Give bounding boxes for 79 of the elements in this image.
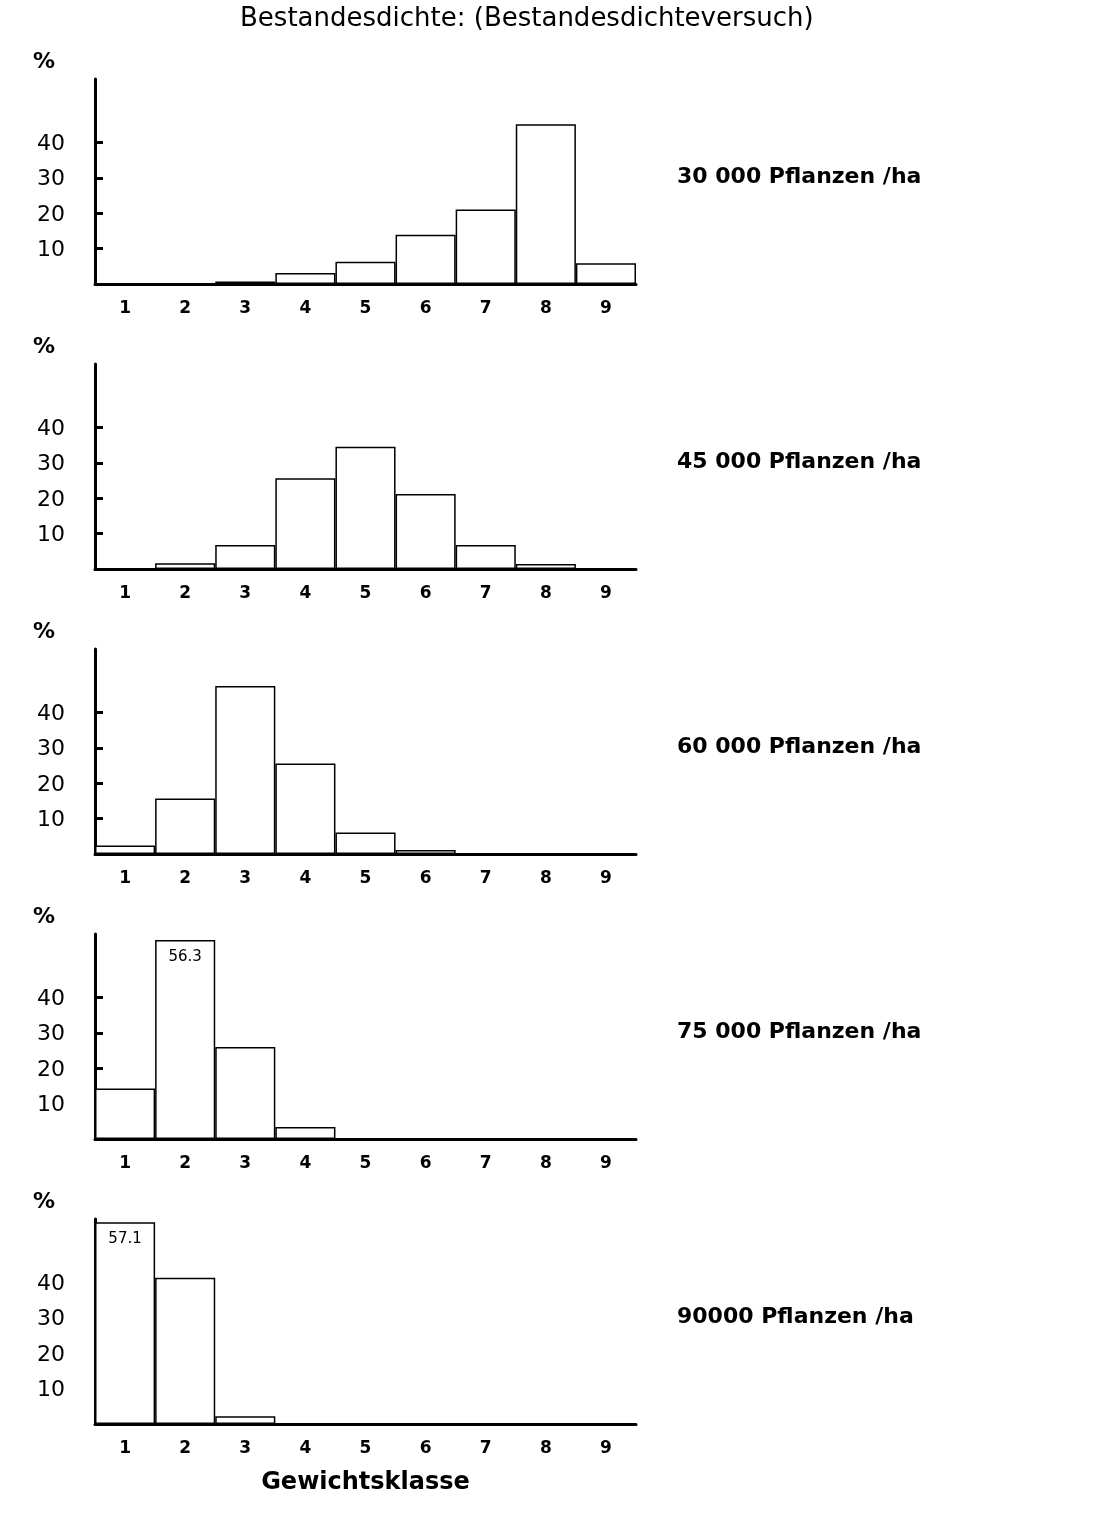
x-tick-label: 9 bbox=[600, 866, 612, 887]
data-label: 56.3 bbox=[168, 946, 202, 965]
chart-title: Bestandesdichte: (Bestandesdichteversuch) bbox=[239, 1, 815, 34]
y-tick-label: 10 bbox=[37, 236, 65, 262]
y-tick-label: 40 bbox=[37, 985, 65, 1011]
data-label: 57.1 bbox=[108, 1228, 142, 1247]
x-tick-label: 3 bbox=[239, 1151, 252, 1172]
x-tick-label: 8 bbox=[539, 296, 552, 317]
y-tick-label: 40 bbox=[37, 1270, 65, 1296]
y-tick-label: 20 bbox=[37, 485, 65, 511]
y-tick-label: 20 bbox=[37, 1055, 65, 1081]
x-tick-label: 2 bbox=[179, 581, 192, 602]
y-tick-label: 30 bbox=[37, 1020, 65, 1046]
y-tick-label: 20 bbox=[37, 1340, 65, 1366]
x-tick-label: 4 bbox=[299, 1436, 312, 1457]
x-axis-title: Gewichtsklasse bbox=[261, 1467, 470, 1495]
x-tick-label: 1 bbox=[119, 581, 131, 602]
x-tick-label: 8 bbox=[539, 866, 552, 887]
y-tick-label: 20 bbox=[37, 770, 65, 796]
y-tick-label: 30 bbox=[37, 1305, 65, 1331]
y-tick-label: 30 bbox=[37, 450, 65, 476]
y-tick-label: 30 bbox=[37, 735, 65, 761]
x-tick-label: 3 bbox=[239, 866, 252, 887]
x-tick-label: 1 bbox=[119, 1151, 131, 1172]
x-tick-label: 5 bbox=[359, 296, 372, 317]
x-tick-label: 3 bbox=[239, 1436, 252, 1457]
y-axis-title: % bbox=[32, 902, 55, 928]
y-axis-title: % bbox=[32, 47, 55, 73]
y-axis-title: % bbox=[32, 332, 55, 358]
text: 90000 Pflanzen /ha bbox=[677, 1302, 914, 1328]
x-tick-label: 4 bbox=[299, 866, 312, 887]
x-tick-label: 5 bbox=[359, 581, 372, 602]
x-tick-label: 5 bbox=[359, 1436, 372, 1457]
y-tick-label: 20 bbox=[37, 200, 65, 226]
x-tick-label: 6 bbox=[419, 296, 432, 317]
x-tick-label: 9 bbox=[600, 1436, 612, 1457]
x-tick-label: 4 bbox=[299, 1151, 312, 1172]
x-tick-label: 7 bbox=[479, 1436, 492, 1457]
x-tick-label: 7 bbox=[479, 296, 492, 317]
y-tick-label: 40 bbox=[37, 415, 65, 441]
x-tick-label: 3 bbox=[239, 581, 252, 602]
x-tick-label: 7 bbox=[479, 1151, 492, 1172]
x-tick-label: 8 bbox=[539, 1436, 552, 1457]
y-tick-label: 10 bbox=[37, 806, 65, 832]
text: 45 000 Pflanzen /ha bbox=[677, 447, 922, 473]
y-axis-title: % bbox=[32, 1187, 55, 1213]
x-tick-label: 2 bbox=[179, 296, 192, 317]
x-tick-label: 2 bbox=[179, 1151, 192, 1172]
x-tick-label: 5 bbox=[359, 1151, 372, 1172]
x-tick-label: 4 bbox=[299, 581, 312, 602]
y-tick-label: 40 bbox=[37, 130, 65, 156]
x-tick-label: 3 bbox=[239, 296, 252, 317]
x-tick-label: 9 bbox=[600, 581, 612, 602]
text: 75 000 Pflanzen /ha bbox=[677, 1017, 922, 1043]
x-tick-label: 7 bbox=[479, 866, 492, 887]
x-tick-label: 4 bbox=[299, 296, 312, 317]
text: 30 000 Pflanzen /ha bbox=[677, 162, 922, 188]
x-tick-label: 1 bbox=[119, 1436, 131, 1457]
x-tick-label: 1 bbox=[119, 866, 131, 887]
x-tick-label: 9 bbox=[600, 296, 612, 317]
x-tick-label: 2 bbox=[179, 1436, 192, 1457]
x-tick-label: 8 bbox=[539, 1151, 552, 1172]
x-tick-label: 5 bbox=[359, 866, 372, 887]
x-tick-label: 8 bbox=[539, 581, 552, 602]
x-tick-label: 6 bbox=[419, 1151, 432, 1172]
y-axis-title: % bbox=[32, 617, 55, 643]
x-tick-label: 7 bbox=[479, 581, 492, 602]
y-tick-label: 10 bbox=[37, 1376, 65, 1402]
text: 60 000 Pflanzen /ha bbox=[677, 732, 922, 758]
x-tick-label: 6 bbox=[419, 1436, 432, 1457]
x-tick-label: 1 bbox=[119, 296, 131, 317]
x-tick-label: 9 bbox=[600, 1151, 612, 1172]
x-tick-label: 6 bbox=[419, 866, 432, 887]
x-tick-label: 2 bbox=[179, 866, 192, 887]
x-tick-label: 6 bbox=[419, 581, 432, 602]
y-tick-label: 10 bbox=[37, 1091, 65, 1117]
y-tick-label: 30 bbox=[37, 165, 65, 191]
y-tick-label: 10 bbox=[37, 521, 65, 547]
y-tick-label: 40 bbox=[37, 700, 65, 726]
